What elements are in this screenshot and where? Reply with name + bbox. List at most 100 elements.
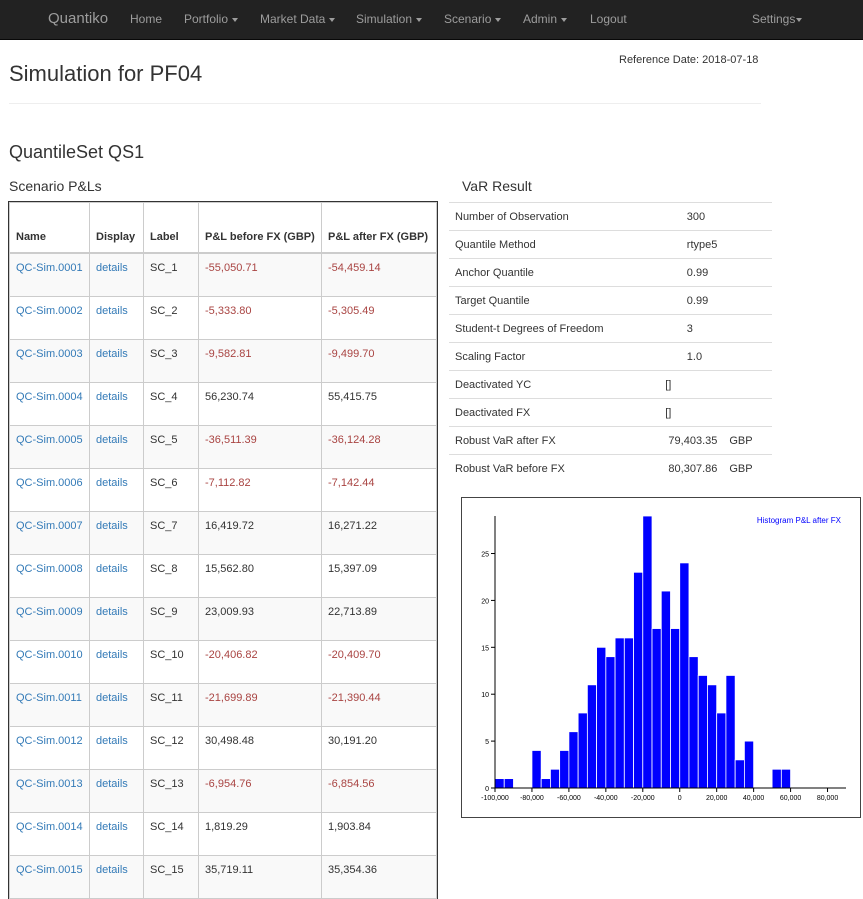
details-link[interactable]: details bbox=[96, 605, 128, 618]
nav-settings-label: Settings bbox=[752, 12, 796, 26]
histogram-bar bbox=[725, 675, 736, 789]
scenario-label-cell: SC_15 bbox=[150, 863, 184, 876]
pl-before-fx-cell: -36,511.39 bbox=[205, 433, 257, 446]
var-result-value: 3 bbox=[616, 314, 724, 343]
histogram-bar bbox=[503, 778, 514, 789]
caret-down-icon bbox=[232, 17, 239, 22]
scenario-name-link[interactable]: QC-Sim.0014 bbox=[16, 820, 83, 833]
scenario-name-link[interactable]: QC-Sim.0012 bbox=[16, 734, 83, 747]
details-cell: details bbox=[89, 725, 144, 770]
scenario-name-link[interactable]: QC-Sim.0010 bbox=[16, 648, 83, 661]
pl-after-fx-cell: -9,499.70 bbox=[328, 347, 375, 360]
details-link[interactable]: details bbox=[96, 777, 128, 790]
pl-after-fx-cell: 15,397.09 bbox=[321, 553, 437, 598]
details-link[interactable]: details bbox=[96, 863, 128, 876]
details-link[interactable]: details bbox=[96, 734, 128, 747]
scenario-name-cell: QC-Sim.0011 bbox=[9, 682, 90, 727]
scenario-name-link[interactable]: QC-Sim.0007 bbox=[16, 519, 83, 532]
brand-logo[interactable]: Quantiko bbox=[48, 10, 109, 27]
nav-admin-label: Admin bbox=[523, 12, 558, 26]
var-result-label: Student-t Degrees of Freedom bbox=[449, 314, 617, 343]
nav-logout-label: Logout bbox=[590, 12, 627, 26]
scenario-label-cell: SC_8 bbox=[143, 553, 199, 598]
scenario-name-cell: QC-Sim.0014 bbox=[9, 811, 90, 856]
details-link[interactable]: details bbox=[96, 691, 128, 704]
scenario-name-link[interactable]: QC-Sim.0013 bbox=[16, 777, 83, 790]
scenario-name-link[interactable]: QC-Sim.0001 bbox=[16, 262, 83, 274]
details-link[interactable]: details bbox=[96, 519, 128, 532]
pl-before-fx-cell: -7,112.82 bbox=[198, 467, 322, 512]
details-link[interactable]: details bbox=[96, 562, 128, 575]
scenario-name-cell: QC-Sim.0001 bbox=[9, 252, 90, 297]
scenario-name-link[interactable]: QC-Sim.0005 bbox=[16, 433, 83, 446]
table-row: QC-Sim.0004 details SC_4 56,230.74 55,415.75 bbox=[9, 381, 437, 426]
nav-market-data-dropdown[interactable]: Market Data bbox=[260, 12, 336, 26]
navbar: Quantiko Home Portfolio Market Data Simu… bbox=[0, 0, 863, 40]
column-header-name: Name bbox=[9, 202, 90, 254]
var-result-label: Target Quantile bbox=[449, 286, 617, 315]
details-link[interactable]: details bbox=[96, 433, 128, 446]
scenario-name-link[interactable]: QC-Sim.0004 bbox=[16, 390, 83, 403]
var-result-value: 1.0 bbox=[616, 342, 724, 371]
pl-after-fx-cell: 55,415.75 bbox=[328, 390, 377, 403]
histogram-bar bbox=[642, 515, 653, 789]
nav-market-data-label: Market Data bbox=[260, 12, 326, 26]
histogram-bar bbox=[679, 562, 690, 789]
details-link[interactable]: details bbox=[96, 304, 128, 317]
nav-scenario-dropdown[interactable]: Scenario bbox=[444, 12, 502, 26]
pl-after-fx-cell: 1,903.84 bbox=[328, 820, 371, 833]
nav-simulation-dropdown[interactable]: Simulation bbox=[356, 12, 423, 26]
scenario-name-link[interactable]: QC-Sim.0015 bbox=[16, 863, 83, 876]
column-header-label: Label bbox=[143, 202, 199, 254]
histogram-bar bbox=[670, 628, 681, 789]
var-result-unit bbox=[723, 398, 772, 427]
pl-before-fx-cell: 23,009.93 bbox=[198, 596, 322, 641]
histogram-bar bbox=[623, 637, 634, 789]
histogram-bar bbox=[633, 571, 644, 789]
details-cell: details bbox=[89, 252, 144, 297]
pl-before-fx-cell: -5,333.80 bbox=[205, 304, 252, 317]
scenario-label-cell: SC_14 bbox=[143, 811, 199, 856]
details-link[interactable]: details bbox=[96, 347, 128, 360]
pl-before-fx-cell: 30,498.48 bbox=[198, 725, 322, 770]
details-cell: details bbox=[89, 596, 144, 641]
nav-portfolio-dropdown[interactable]: Portfolio bbox=[184, 12, 239, 26]
scenario-label-cell: SC_6 bbox=[150, 476, 178, 489]
details-link[interactable]: details bbox=[96, 476, 128, 489]
caret-down-icon bbox=[561, 17, 568, 22]
table-row: QC-Sim.0015 details SC_15 35,719.11 35,354.3… bbox=[9, 854, 437, 899]
scenario-name-link[interactable]: QC-Sim.0003 bbox=[16, 347, 83, 360]
var-result-table: Number of Observation 300 Quantile Method r… bbox=[449, 202, 772, 482]
nav-home[interactable]: Home bbox=[130, 12, 162, 26]
scenario-label-cell: SC_5 bbox=[150, 433, 178, 446]
table-row: QC-Sim.0010 details SC_10 -20,406.82 -20,409… bbox=[9, 639, 437, 684]
y-tick-label: 5 bbox=[485, 739, 489, 746]
scenario-name-link[interactable]: QC-Sim.0008 bbox=[16, 562, 83, 575]
pl-before-fx-cell: 56,230.74 bbox=[205, 390, 254, 403]
var-result-row: Target Quantile 0.99 bbox=[449, 286, 772, 315]
details-link[interactable]: details bbox=[96, 262, 128, 274]
nav-admin-dropdown[interactable]: Admin bbox=[523, 12, 568, 26]
scenario-name-link[interactable]: QC-Sim.0006 bbox=[16, 476, 83, 489]
details-cell: details bbox=[89, 424, 144, 469]
pl-after-fx-cell: -20,409.70 bbox=[321, 639, 437, 684]
histogram-bar bbox=[531, 750, 542, 789]
pl-after-fx-cell: -5,305.49 bbox=[328, 304, 375, 317]
details-link[interactable]: details bbox=[96, 390, 128, 403]
details-link[interactable]: details bbox=[96, 820, 128, 833]
column-header-pl-after-fx: P&L after FX (GBP) bbox=[321, 202, 437, 254]
details-link[interactable]: details bbox=[96, 648, 128, 661]
scenario-name-link[interactable]: QC-Sim.0009 bbox=[16, 605, 83, 618]
nav-settings-dropdown[interactable]: Settings bbox=[752, 12, 803, 26]
pl-after-fx-cell: -9,499.70 bbox=[321, 338, 437, 383]
pl-after-fx-cell: -21,390.44 bbox=[328, 691, 381, 704]
scenario-name-link[interactable]: QC-Sim.0002 bbox=[16, 304, 83, 317]
scenario-label-cell: SC_9 bbox=[150, 605, 178, 618]
nav-logout[interactable]: Logout bbox=[590, 12, 627, 26]
pl-after-fx-cell: 35,354.36 bbox=[328, 863, 377, 876]
scenario-name-link[interactable]: QC-Sim.0011 bbox=[16, 691, 82, 704]
scenario-pl-table-body: QC-Sim.0001 details SC_1 -55,050.71 -54,459.… bbox=[9, 252, 437, 899]
y-tick-label: 0 bbox=[485, 786, 489, 793]
details-cell: details bbox=[89, 811, 144, 856]
y-tick-label: 20 bbox=[481, 598, 489, 605]
